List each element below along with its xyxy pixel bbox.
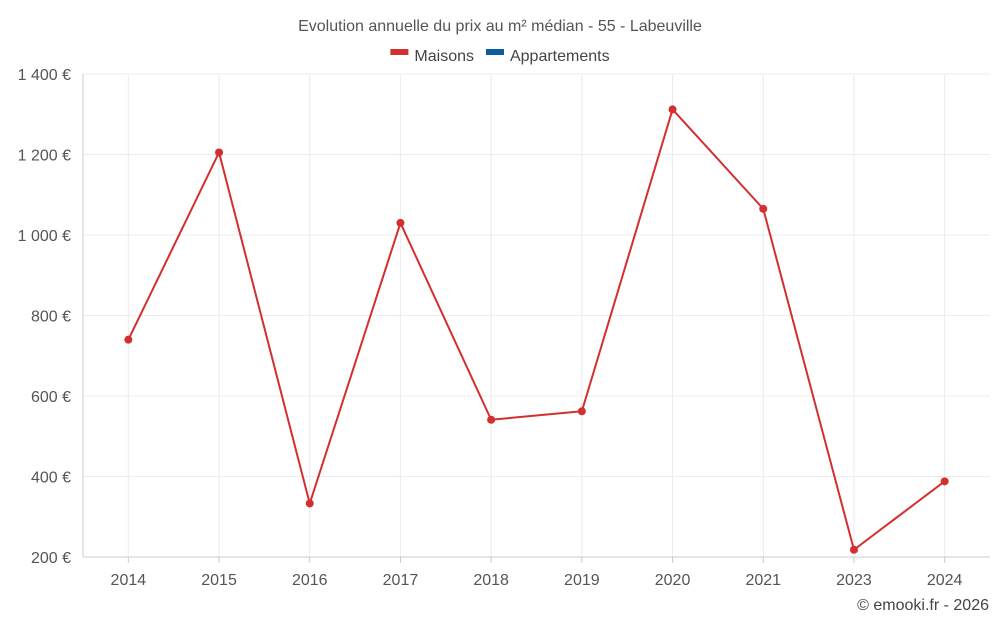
footer-credit: © emooki.fr - 2026 — [857, 597, 989, 614]
legend-swatch — [390, 49, 409, 55]
data-point[interactable] — [759, 204, 768, 213]
y-tick-label: 400 € — [31, 470, 71, 487]
legend: Maisons Appartements — [390, 48, 610, 65]
data-point[interactable] — [940, 477, 949, 486]
y-axis-ticks: 200 € 400 € 600 € 800 € 1 000 € 1 200 € 1 400 … — [18, 67, 71, 567]
data-point[interactable] — [849, 545, 858, 554]
x-tick-label: 2021 — [745, 572, 781, 589]
y-tick-label: 1 400 € — [18, 67, 71, 84]
x-tick-label: 2020 — [655, 572, 691, 589]
x-tick-label: 2014 — [111, 572, 147, 589]
y-tick-label: 1 200 € — [18, 148, 71, 165]
y-tick-label: 200 € — [31, 550, 71, 567]
x-tick-label: 2015 — [201, 572, 237, 589]
data-point[interactable] — [215, 148, 224, 157]
x-axis-ticks: 2014 2015 2016 2017 2018 2019 2020 2021 2023 2024 — [111, 557, 963, 589]
legend-item-appartements[interactable]: Appartements — [485, 48, 610, 65]
series-layer — [124, 105, 949, 554]
data-point[interactable] — [396, 218, 405, 227]
series-maisons — [124, 105, 949, 554]
data-point[interactable] — [124, 335, 133, 344]
data-point[interactable] — [487, 415, 496, 424]
chart-title: Evolution annuelle du prix au m² médian … — [298, 18, 702, 35]
y-tick-label: 800 € — [31, 309, 71, 326]
legend-swatch — [485, 49, 504, 55]
legend-label: Appartements — [510, 48, 610, 65]
legend-item-maisons[interactable]: Maisons — [390, 48, 474, 65]
series-line — [127, 108, 946, 551]
x-tick-label: 2017 — [383, 572, 419, 589]
data-point[interactable] — [668, 105, 677, 114]
y-tick-label: 600 € — [31, 389, 71, 406]
x-tick-label: 2023 — [836, 572, 872, 589]
gridlines — [82, 73, 990, 558]
data-point[interactable] — [577, 407, 586, 416]
x-tick-label: 2019 — [564, 572, 600, 589]
x-tick-label: 2018 — [473, 572, 509, 589]
data-point[interactable] — [305, 499, 314, 508]
legend-label: Maisons — [414, 48, 474, 65]
x-tick-label: 2024 — [927, 572, 963, 589]
x-tick-label: 2016 — [292, 572, 328, 589]
y-tick-label: 1 000 € — [18, 228, 71, 245]
